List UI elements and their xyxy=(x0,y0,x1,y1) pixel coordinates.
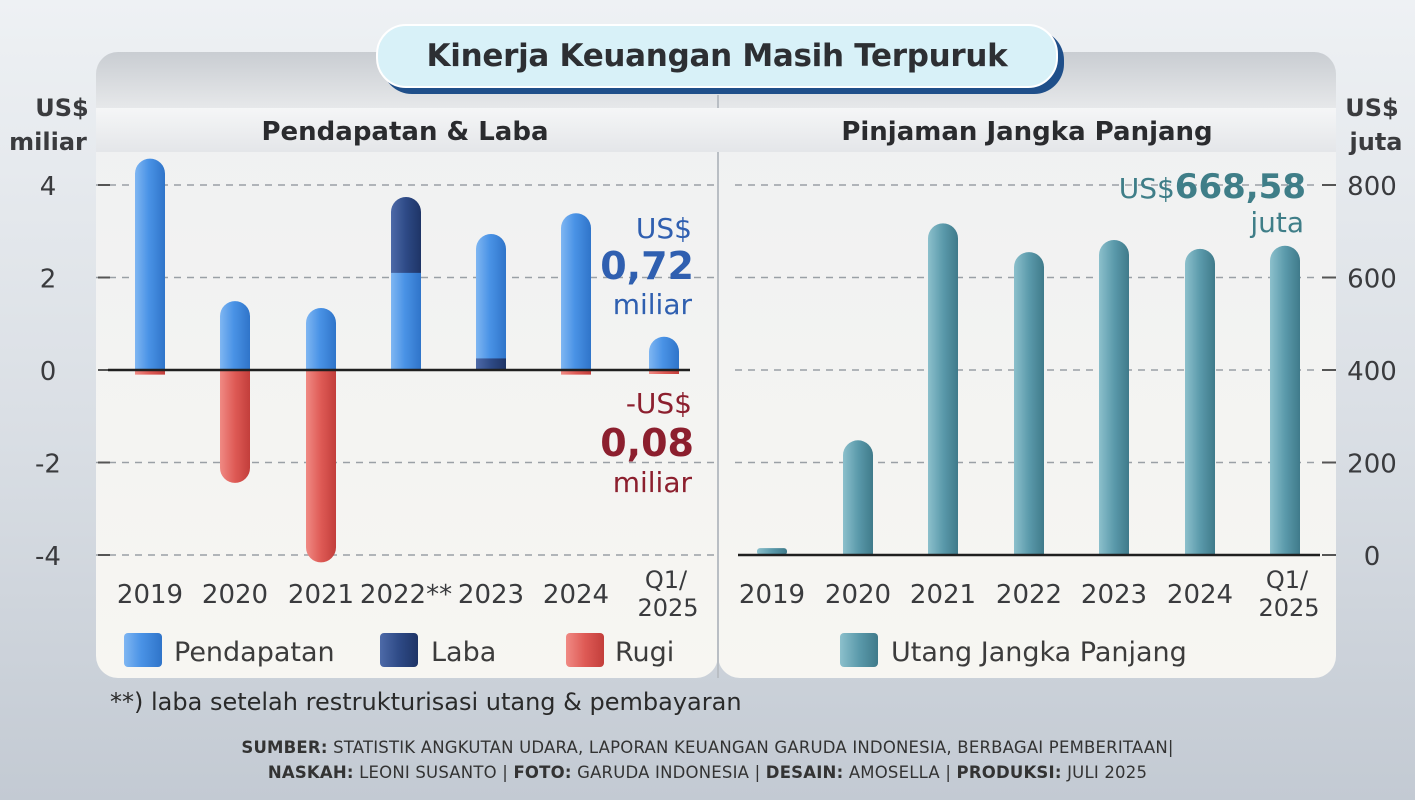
left-x-label: 2020 xyxy=(202,580,268,610)
bar-pendapatan-body xyxy=(476,249,506,370)
right-chart-title: Pinjaman Jangka Panjang xyxy=(841,117,1212,147)
sumber-text: STATISTIK ANGKUTAN UDARA, LAPORAN KEUANG… xyxy=(327,738,1174,757)
produksi-label: PRODUKSI: xyxy=(956,763,1062,782)
left-y-ticks: 4 2 0 -2 -4 xyxy=(35,172,110,572)
produksi-text: JULI 2025 xyxy=(1061,763,1148,782)
bar-utang-body xyxy=(1014,267,1044,555)
debt-callout-unit: juta xyxy=(1249,206,1304,239)
left-x-label: 2024 xyxy=(543,580,609,610)
legend-label-utang: Utang Jangka Panjang xyxy=(891,637,1187,668)
right-y-ticks: 800 600 400 200 0 xyxy=(1322,172,1397,572)
bar-rugi-body xyxy=(306,370,336,548)
bar-utang xyxy=(757,548,787,555)
bar-utang-body xyxy=(843,455,873,555)
left-tick-label: 4 xyxy=(40,172,57,202)
right-tick-label: 0 xyxy=(1364,542,1381,572)
right-tick-label: 800 xyxy=(1347,172,1397,202)
main-title: Kinerja Keuangan Masih Terpuruk xyxy=(376,24,1058,88)
credits-sources: SUMBER: STATISTIK ANGKUTAN UDARA, LAPORA… xyxy=(0,738,1415,757)
footnote: **) laba setelah restrukturisasi utang &… xyxy=(110,688,742,716)
left-tick-label: -4 xyxy=(35,542,61,572)
desain-label: DESAIN: xyxy=(765,763,844,782)
left-x-label-line2: 2025 xyxy=(637,594,698,622)
profit-callout-value: 0,72 xyxy=(600,244,694,288)
bar-laba xyxy=(476,358,506,370)
legend-swatch-rugi xyxy=(566,633,604,667)
right-bars xyxy=(757,223,1300,556)
right-axis-unit-bottom: juta xyxy=(1349,128,1403,156)
debt-callout-prefix: US$ xyxy=(1119,172,1175,205)
legend-label-laba: Laba xyxy=(431,637,496,668)
left-bars xyxy=(135,158,679,563)
bar-rugi xyxy=(561,370,591,375)
legend-label-rugi: Rugi xyxy=(615,637,674,668)
right-x-label: 2021 xyxy=(910,580,976,610)
header-band-right xyxy=(718,108,1336,152)
legend-label-pendapatan: Pendapatan xyxy=(174,637,335,668)
naskah-text: LEONI SUSANTO | xyxy=(353,763,514,782)
right-x-label: 2022 xyxy=(996,580,1062,610)
legend-swatch-pendapatan xyxy=(124,633,162,667)
bar-pendapatan-body xyxy=(135,173,165,370)
credits-team: NASKAH: LEONI SUSANTO | FOTO: GARUDA IND… xyxy=(0,763,1415,782)
right-x-label: 2024 xyxy=(1167,580,1233,610)
bar-pendapatan-body xyxy=(649,351,679,370)
left-x-label: 2023 xyxy=(458,580,524,610)
bar-rugi-body xyxy=(220,370,250,468)
profit-callout-prefix: US$ xyxy=(636,212,692,245)
bar-utang-body xyxy=(1270,260,1300,555)
left-tick-label: 0 xyxy=(40,357,57,387)
right-tick-label: 600 xyxy=(1347,265,1397,295)
header-band-left xyxy=(96,108,718,152)
left-x-label: 2021 xyxy=(288,580,354,610)
naskah-label: NASKAH: xyxy=(267,763,354,782)
loss-callout-unit: miliar xyxy=(613,466,693,499)
foto-label: FOTO: xyxy=(513,763,572,782)
left-x-label: 2019 xyxy=(117,580,183,610)
right-x-label: 2020 xyxy=(825,580,891,610)
right-x-label-line1: Q1/ xyxy=(1266,566,1309,594)
right-tick-label: 400 xyxy=(1347,357,1397,387)
right-x-labels: 2019 2020 2021 2022 2023 2024 Q1/2025 xyxy=(739,566,1320,622)
bar-pendapatan-body xyxy=(306,323,336,370)
left-axis-unit-top: US$ xyxy=(35,94,88,122)
left-x-label-line1: Q1/ xyxy=(645,566,688,594)
bar-utang-body xyxy=(1185,263,1215,555)
legend-swatch-laba xyxy=(380,633,418,667)
bar-utang-body xyxy=(928,238,958,555)
debt-callout-number: 668,58 xyxy=(1175,167,1306,207)
bar-rugi xyxy=(649,370,679,374)
sumber-label: SUMBER: xyxy=(241,738,328,757)
bar-pendapatan xyxy=(391,272,421,370)
bar-rugi xyxy=(135,370,165,375)
left-chart-title: Pendapatan & Laba xyxy=(261,117,548,147)
desain-text: AMOSELLA | xyxy=(843,763,957,782)
right-tick-label: 200 xyxy=(1347,450,1397,480)
debt-callout-value: US$668,58 xyxy=(1119,167,1306,207)
bar-pendapatan-body xyxy=(561,228,591,370)
right-x-label: 2023 xyxy=(1081,580,1147,610)
bar-utang-body xyxy=(1099,255,1129,555)
left-tick-label: -2 xyxy=(35,450,61,480)
profit-callout-unit: miliar xyxy=(613,288,693,321)
left-axis-unit-bottom: miliar xyxy=(9,128,87,156)
loss-callout-value: 0,08 xyxy=(600,421,694,465)
left-x-labels: 2019 2020 2021 2022** 2023 2024 Q1/2025 xyxy=(117,566,699,622)
left-x-label: 2022** xyxy=(360,580,452,610)
right-axis-unit-top: US$ xyxy=(1345,94,1398,122)
left-tick-label: 2 xyxy=(40,265,57,295)
legend-swatch-utang xyxy=(840,633,878,667)
right-x-label: 2019 xyxy=(739,580,805,610)
loss-callout-prefix: -US$ xyxy=(626,387,692,420)
bar-pendapatan-body xyxy=(220,316,250,370)
right-x-label-line2: 2025 xyxy=(1258,594,1319,622)
foto-text: GARUDA INDONESIA | xyxy=(571,763,766,782)
